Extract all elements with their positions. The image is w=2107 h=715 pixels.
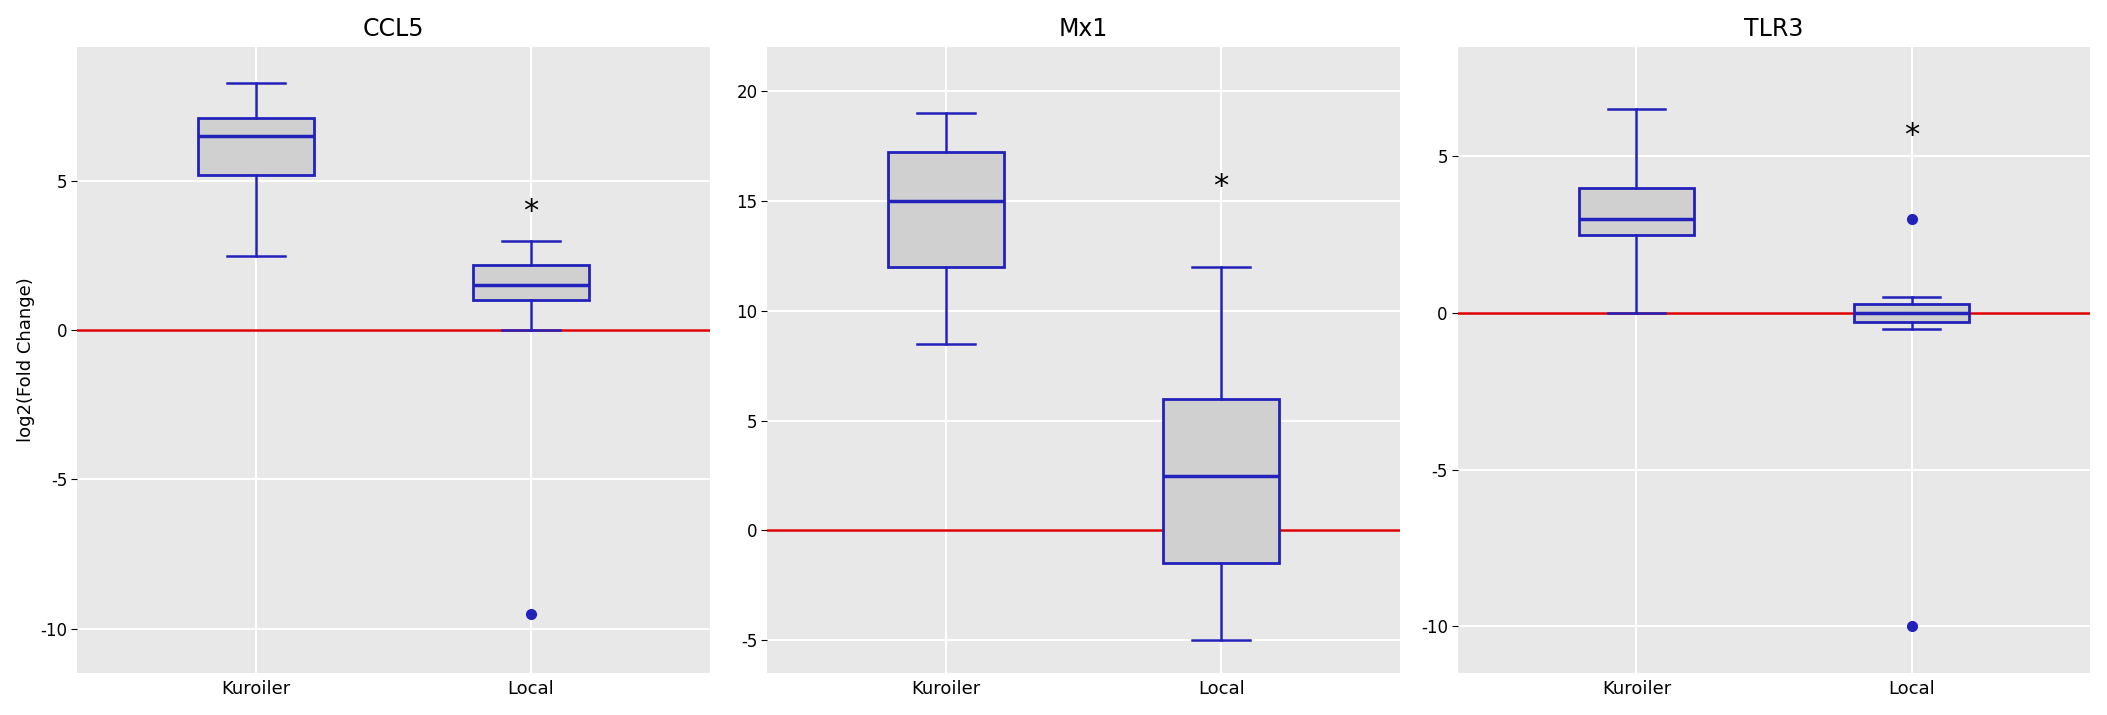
Y-axis label: log2(Fold Change): log2(Fold Change)	[17, 277, 34, 443]
Title: TLR3: TLR3	[1745, 16, 1804, 41]
PathPatch shape	[1578, 188, 1694, 235]
PathPatch shape	[474, 265, 588, 300]
Text: *: *	[1905, 121, 1919, 150]
Text: *: *	[523, 197, 539, 226]
PathPatch shape	[1854, 304, 1970, 322]
Title: CCL5: CCL5	[362, 16, 424, 41]
PathPatch shape	[198, 119, 314, 175]
PathPatch shape	[1163, 398, 1279, 563]
Title: Mx1: Mx1	[1060, 16, 1108, 41]
Text: *: *	[1214, 172, 1228, 201]
PathPatch shape	[889, 152, 1003, 267]
